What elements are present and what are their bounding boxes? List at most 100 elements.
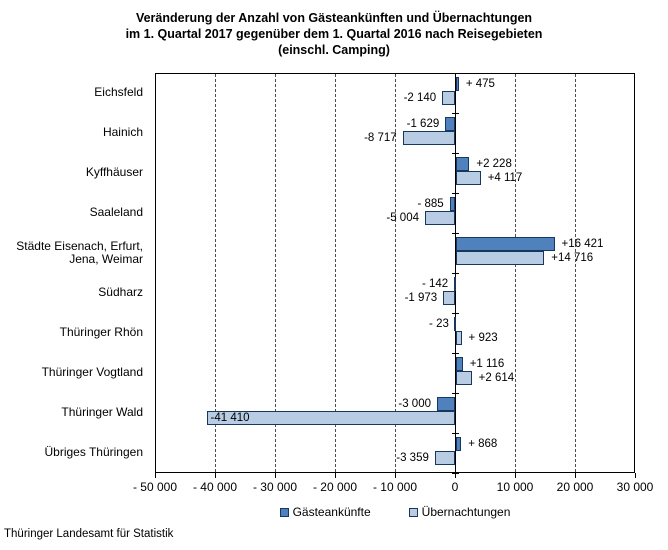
legend-marker bbox=[279, 507, 289, 517]
bar-uebernachtungen bbox=[434, 451, 455, 465]
category-tick bbox=[452, 193, 459, 194]
bar-uebernachtungen bbox=[402, 131, 455, 145]
legend-item: Gästeankünfte bbox=[279, 505, 371, 519]
category-tick bbox=[452, 273, 459, 274]
chart-title-line-2: im 1. Quartal 2017 gegenüber dem 1. Quar… bbox=[125, 27, 543, 41]
axis-tick-label: - 40 000 bbox=[192, 480, 238, 494]
category-label: Eichsfeld bbox=[94, 85, 143, 100]
bar-uebernachtungen bbox=[424, 211, 455, 225]
category-tick bbox=[452, 73, 459, 74]
gridline bbox=[275, 74, 276, 472]
axis-tick bbox=[155, 473, 156, 478]
value-label: -1 629 bbox=[406, 118, 440, 130]
category-tick bbox=[452, 153, 459, 154]
bar-gaesteankuenfte bbox=[456, 437, 462, 451]
value-label: -5 004 bbox=[386, 212, 419, 224]
bar-gaesteankuenfte bbox=[456, 357, 463, 371]
category-tick bbox=[452, 353, 459, 354]
axis-tick bbox=[215, 473, 216, 478]
value-label: +4 117 bbox=[487, 172, 523, 184]
value-label: +2 228 bbox=[476, 158, 512, 170]
value-label: -41 410 bbox=[210, 412, 250, 424]
value-label: +14 716 bbox=[551, 252, 594, 264]
category-label: Städte Eisenach, Erfurt, Jena, Weimar bbox=[16, 238, 143, 266]
bar-gaesteankuenfte bbox=[456, 237, 555, 251]
category-tick bbox=[452, 313, 459, 314]
legend-label: Übernachtungen bbox=[421, 505, 511, 519]
value-label: -8 717 bbox=[364, 132, 397, 144]
bar-gaesteankuenfte bbox=[437, 397, 455, 411]
category-tick bbox=[452, 473, 459, 474]
legend-label: Gästeankünfte bbox=[292, 505, 371, 519]
value-label: +2 614 bbox=[478, 372, 515, 384]
bar-gaesteankuenfte bbox=[454, 317, 456, 331]
category-label: Thüringer Wald bbox=[61, 405, 143, 420]
axis-tick-label: - 50 000 bbox=[132, 480, 178, 494]
bar-uebernachtungen bbox=[442, 91, 455, 105]
axis-tick bbox=[275, 473, 276, 478]
category-tick bbox=[452, 233, 459, 234]
chart-title-line-1: Veränderung der Anzahl von Gästeankünfte… bbox=[135, 11, 533, 25]
bar-gaesteankuenfte bbox=[456, 77, 459, 91]
bar-uebernachtungen bbox=[456, 331, 462, 345]
legend-item: Übernachtungen bbox=[408, 505, 511, 519]
value-label: +1 116 bbox=[469, 358, 505, 370]
bar-gaesteankuenfte bbox=[454, 277, 456, 291]
axis-tick-label: - 10 000 bbox=[372, 480, 418, 494]
axis-tick bbox=[335, 473, 336, 478]
value-label: - 23 bbox=[429, 318, 449, 330]
axis-tick bbox=[515, 473, 516, 478]
axis-tick-label: 0 bbox=[451, 480, 459, 494]
bar-uebernachtungen bbox=[456, 371, 472, 385]
axis-tick-label: - 20 000 bbox=[312, 480, 358, 494]
axis-tick bbox=[395, 473, 396, 478]
category-tick bbox=[452, 393, 459, 394]
legend-marker bbox=[408, 507, 418, 517]
category-label: Südharz bbox=[98, 285, 143, 300]
category-label: Thüringer Rhön bbox=[59, 325, 143, 340]
value-label: + 868 bbox=[468, 438, 498, 450]
bar-gaesteankuenfte bbox=[449, 197, 455, 211]
gridline bbox=[515, 74, 516, 472]
axis-tick bbox=[575, 473, 576, 478]
value-label: -3 000 bbox=[398, 398, 431, 410]
bar-uebernachtungen bbox=[206, 411, 455, 425]
value-label: - 885 bbox=[417, 198, 444, 210]
value-label: + 923 bbox=[468, 332, 498, 344]
gridline bbox=[215, 74, 216, 472]
category-tick bbox=[452, 113, 459, 114]
value-label: + 475 bbox=[465, 78, 495, 90]
value-label: -3 359 bbox=[396, 452, 429, 464]
category-label: Saaleland bbox=[89, 205, 143, 220]
gridline bbox=[395, 74, 396, 472]
bar-gaesteankuenfte bbox=[456, 157, 470, 171]
category-label: Thüringer Vogtland bbox=[41, 365, 143, 380]
chart-title: Veränderung der Anzahl von Gästeankünfte… bbox=[0, 10, 668, 58]
gridline bbox=[575, 74, 576, 472]
category-label: Übriges Thüringen bbox=[44, 445, 143, 460]
bar-uebernachtungen bbox=[456, 251, 545, 265]
gridline bbox=[335, 74, 336, 472]
axis-tick-label: 10 000 bbox=[496, 480, 534, 494]
chart-title-line-3: (einschl. Camping) bbox=[278, 43, 390, 57]
bar-uebernachtungen bbox=[456, 171, 481, 185]
axis-tick-label: 20 000 bbox=[556, 480, 594, 494]
category-label: Hainich bbox=[102, 125, 143, 140]
axis-tick-label: 30 000 bbox=[616, 480, 654, 494]
plot-border bbox=[155, 73, 635, 473]
source-attribution: Thüringer Landesamt für Statistik bbox=[4, 528, 174, 540]
bar-uebernachtungen bbox=[443, 291, 455, 305]
category-tick bbox=[452, 433, 459, 434]
value-label: -1 973 bbox=[404, 292, 438, 304]
axis-tick bbox=[635, 473, 636, 478]
value-label: +16 421 bbox=[561, 238, 604, 250]
category-label: Kyffhäuser bbox=[85, 165, 143, 180]
chart-legend: Gästeankünfte Übernachtungen bbox=[155, 505, 635, 519]
axis-tick bbox=[455, 473, 456, 478]
value-label: -2 140 bbox=[403, 92, 437, 104]
axis-tick-label: - 30 000 bbox=[252, 480, 298, 494]
bar-gaesteankuenfte bbox=[445, 117, 455, 131]
value-label: - 142 bbox=[421, 278, 449, 290]
